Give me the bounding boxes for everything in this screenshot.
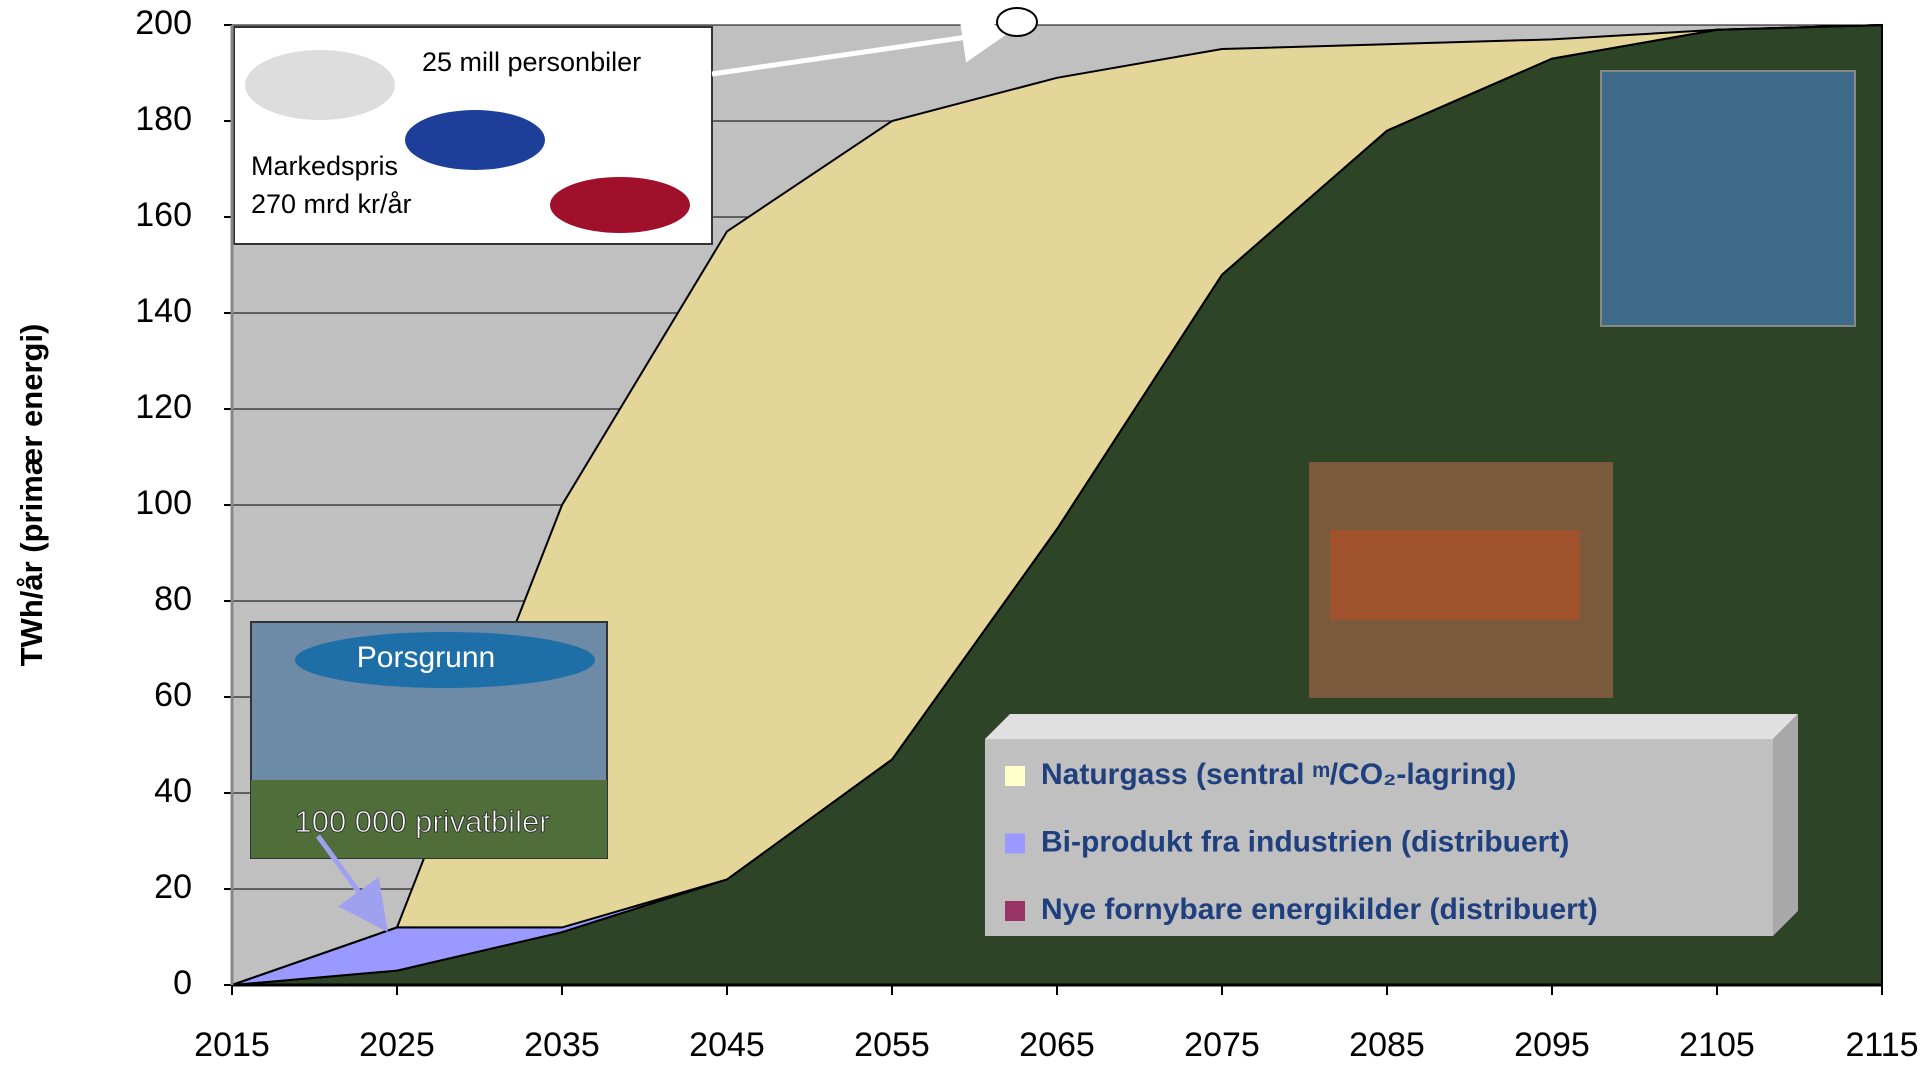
roof: [295, 632, 595, 688]
x-tick-label: 2115: [1845, 1026, 1918, 1064]
x-tick-label: 2095: [1514, 1026, 1590, 1064]
x-tick-label: 2045: [689, 1026, 765, 1064]
wind-photo: [1600, 70, 1856, 327]
annotation: 25 mill personbiler: [422, 47, 641, 77]
legend-swatch: [1005, 901, 1025, 921]
annotation: 100 000 privatbiler: [294, 804, 549, 839]
y-tick-label: 0: [173, 964, 192, 1002]
legend-label: Nye fornybare energikilder (distribuert): [1041, 893, 1598, 926]
x-tick-label: 2055: [854, 1026, 930, 1064]
arrow: [315, 834, 388, 933]
legend-bevel: [985, 714, 1798, 739]
y-tick-label: 180: [135, 100, 192, 138]
cabin: [1330, 530, 1580, 620]
x-tick-label: 2035: [524, 1026, 600, 1064]
legend-label: Naturgass (sentral ᵐ/CO₂-lagring): [1041, 758, 1516, 791]
y-tick-label: 40: [154, 772, 192, 810]
car: [550, 177, 690, 233]
marker: [996, 7, 1038, 37]
ground: [251, 780, 607, 858]
x-tick-label: 2085: [1349, 1026, 1425, 1064]
y-tick-label: 160: [135, 196, 192, 234]
x-tick-label: 2075: [1184, 1026, 1260, 1064]
area: [231, 24, 1883, 986]
legend-label: Bi-produkt fra industrien (distribuert): [1041, 825, 1569, 858]
y-tick-label: 140: [135, 292, 192, 330]
y-tick-label: 120: [135, 388, 192, 426]
x-tick-label: 2105: [1679, 1026, 1755, 1064]
x-tick-label: 2015: [194, 1026, 270, 1064]
legend-bevel: [1773, 714, 1798, 936]
car: [405, 110, 545, 170]
annotation: 270 mrd kr/år: [251, 189, 412, 219]
x-tick-label: 2065: [1019, 1026, 1095, 1064]
y-tick-label: 200: [135, 4, 192, 42]
car: [245, 50, 395, 120]
y-tick-label: 80: [154, 580, 192, 618]
legend: [985, 739, 1773, 936]
annotation: Porsgrunn: [357, 641, 495, 674]
arrow: [711, 12, 1012, 77]
legend-swatch: [1005, 833, 1025, 854]
x-tick-label: 2025: [359, 1026, 435, 1064]
legend-swatch: [1005, 766, 1025, 786]
annotation: Markedspris: [251, 151, 398, 181]
y-axis-label: TWh/år (primær energi): [14, 324, 49, 667]
y-tick-label: 20: [154, 868, 192, 906]
y-tick-label: 100: [135, 484, 192, 522]
y-tick-label: 60: [154, 676, 192, 714]
